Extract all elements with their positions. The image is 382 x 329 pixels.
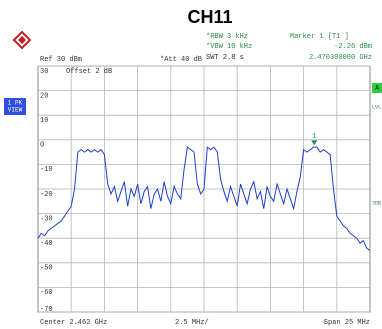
marker-value: -2.26 dBm bbox=[334, 43, 372, 51]
marker-frequency: 2.470300000 GHz bbox=[309, 54, 372, 62]
per-division: 2.5 MHz/ bbox=[175, 319, 209, 327]
y-tick-label: -50 bbox=[40, 265, 53, 273]
chart-title: CH11 bbox=[187, 7, 232, 27]
y-tick-label: -40 bbox=[40, 240, 53, 248]
y-tick-label: -20 bbox=[40, 191, 53, 199]
trace bbox=[37, 146, 371, 251]
y-tick-label: -30 bbox=[40, 215, 53, 223]
marker bbox=[311, 140, 318, 146]
y-tick-label: -60 bbox=[40, 289, 53, 297]
vbw: *VBW 10 kHz bbox=[206, 43, 252, 51]
marker-number: 1 bbox=[312, 133, 316, 141]
3db-label: 3DB bbox=[372, 200, 381, 206]
a-label: A bbox=[375, 85, 379, 92]
y-tick-label: 30 bbox=[40, 68, 48, 76]
offset-note: Offset 2 dB bbox=[66, 68, 112, 76]
ref-level: Ref 30 dBm bbox=[40, 56, 82, 64]
rbw: *RBW 3 kHz bbox=[206, 33, 248, 41]
y-tick-label: 0 bbox=[40, 142, 44, 150]
y-tick-label: -10 bbox=[40, 166, 53, 174]
logo bbox=[12, 30, 32, 50]
y-tick-label: 10 bbox=[40, 117, 48, 125]
trace-mode: 1 PK bbox=[8, 100, 23, 107]
trace-view: VIEW bbox=[8, 107, 23, 114]
center-frequency: Center 2.462 GHz bbox=[40, 319, 107, 327]
span: Span 25 MHz bbox=[324, 319, 370, 327]
a-badge bbox=[372, 83, 382, 93]
attenuation: *Att 40 dB bbox=[160, 56, 202, 64]
trace-badge bbox=[4, 98, 26, 115]
marker-title: Marker 1 [T1 ] bbox=[290, 33, 349, 41]
y-tick-label: -70 bbox=[40, 306, 53, 314]
lvl-label: LVL bbox=[372, 104, 381, 110]
y-tick-label: 20 bbox=[40, 92, 48, 100]
sweep-time: SWT 2.8 s bbox=[206, 54, 244, 62]
